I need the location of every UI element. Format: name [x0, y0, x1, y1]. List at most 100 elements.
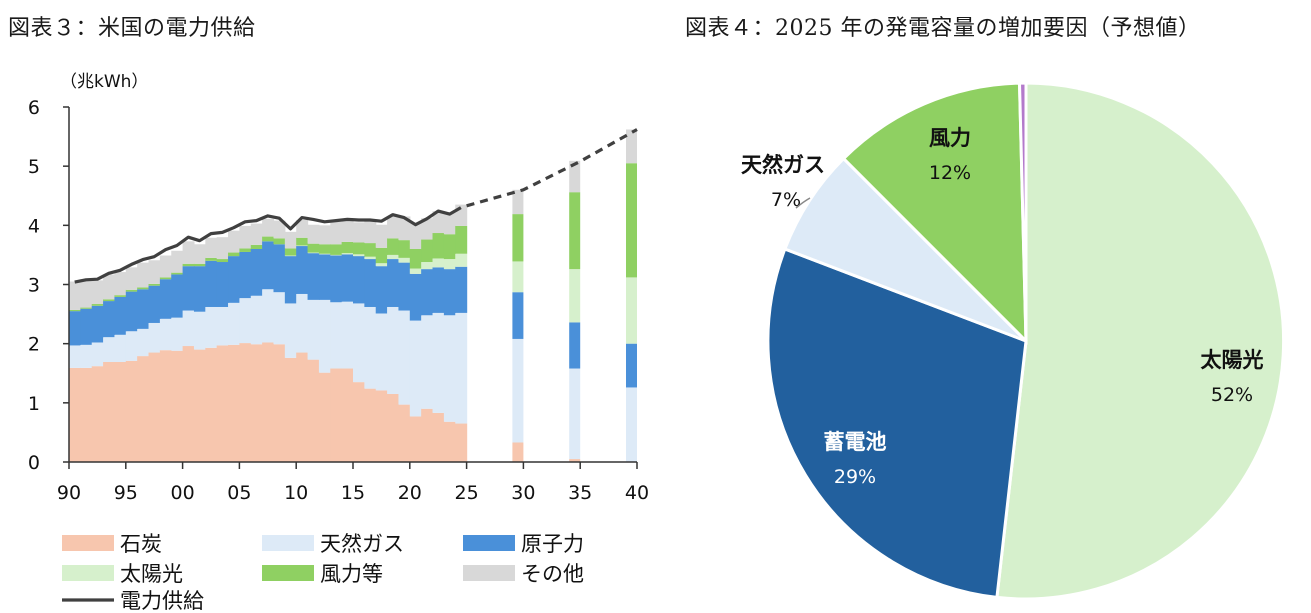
bar-風力等-2021	[421, 239, 434, 263]
bar-石炭-1995	[125, 360, 138, 462]
bar-風力等-1991	[80, 307, 93, 309]
bar-石炭-2020	[409, 416, 422, 462]
bar-石炭-1990	[69, 367, 81, 462]
bar-風力等-1997	[148, 283, 161, 286]
y-tick-label: 6	[28, 97, 40, 119]
stacked-columns	[69, 128, 638, 462]
bar-原子力-2000	[182, 266, 195, 311]
bar-原子力-1996	[137, 289, 150, 329]
bar-石炭-2010	[296, 352, 309, 462]
bar-その他-1990	[69, 281, 81, 310]
bar-石炭-2008	[273, 344, 286, 462]
forecast-bar-その他-2035	[569, 160, 581, 193]
bar-天然ガス-2001	[193, 311, 206, 350]
bar-風力等-2014	[341, 241, 354, 254]
x-tick-label: 95	[114, 482, 138, 504]
legend-label: 原子力	[521, 532, 584, 556]
bar-風力等-1996	[137, 287, 150, 290]
bar-天然ガス-2003	[216, 306, 229, 346]
bar-天然ガス-2004	[228, 302, 240, 345]
bar-原子力-2012	[318, 254, 331, 300]
bar-原子力-2021	[421, 269, 434, 316]
forecast-bar-その他-2040	[626, 129, 637, 164]
pie-labels: 太陽光 52% 蓄電池 29% 天然ガス 7% 風力 12%	[741, 126, 1264, 488]
bar-原子力-2003	[216, 262, 229, 307]
bar-石炭-2013	[330, 368, 343, 462]
legend-swatch	[262, 535, 314, 551]
x-tick-label: 10	[284, 482, 308, 504]
bar-原子力-1990	[69, 311, 81, 346]
bar-太陽光-2020	[409, 268, 422, 274]
bar-太陽光-2018	[387, 254, 400, 260]
bar-天然ガス-1993	[103, 337, 116, 363]
forecast-bar-原子力-2035	[569, 322, 581, 369]
bar-風力等-2007	[262, 236, 275, 242]
bar-石炭-2023	[443, 421, 456, 462]
bar-風力等-1998	[159, 277, 172, 280]
pie-label-天然ガス: 天然ガス	[741, 153, 825, 177]
bar-風力等-2005	[239, 248, 252, 252]
bar-原子力-2022	[432, 267, 445, 313]
bar-原子力-2024	[455, 266, 468, 313]
bar-風力等-2003	[216, 259, 229, 263]
bar-天然ガス-2007	[262, 289, 275, 343]
legend-label: 天然ガス	[320, 532, 404, 556]
bar-原子力-2008	[273, 244, 286, 293]
bar-天然ガス-1999	[171, 317, 184, 351]
x-tick-label: 25	[455, 482, 479, 504]
bar-原子力-2002	[205, 260, 218, 307]
bar-原子力-2023	[443, 269, 456, 316]
x-tick-label: 15	[341, 482, 365, 504]
bar-風力等-2006	[250, 244, 263, 249]
bar-石炭-2024	[455, 423, 468, 462]
bar-その他-2004	[228, 230, 240, 253]
bar-天然ガス-1998	[159, 318, 172, 351]
bar-風力等-2024	[455, 225, 468, 254]
bar-原子力-2005	[239, 251, 252, 299]
bar-天然ガス-2002	[205, 306, 218, 348]
bar-その他-2001	[193, 244, 206, 264]
bar-風力等-2019	[398, 240, 411, 258]
bar-その他-1993	[103, 274, 116, 300]
axes: 0 1 2 3 4 5 6 90 95 00 05 10 15 20 25 30 35 40 （兆kWh）	[28, 72, 649, 504]
bar-風力等-2023	[443, 234, 456, 260]
bar-その他-1995	[125, 267, 138, 290]
pie-slice-蓄電池	[766, 247, 1028, 600]
forecast-bar-風力等-2040	[626, 163, 637, 278]
bar-その他-1992	[91, 280, 104, 305]
bar-その他-1997	[148, 260, 161, 284]
unit-label: （兆kWh）	[60, 72, 148, 92]
bar-石炭-2022	[432, 412, 445, 462]
bar-天然ガス-1991	[80, 344, 93, 368]
bar-石炭-2000	[182, 346, 195, 462]
bar-原子力-2014	[341, 254, 354, 302]
bar-風力等-1993	[103, 299, 116, 302]
legend-label: 太陽光	[120, 562, 183, 586]
pie-slices	[766, 81, 1286, 601]
bar-石炭-2017	[375, 390, 388, 462]
bar-その他-2019	[398, 216, 411, 241]
bar-その他-2008	[273, 220, 286, 239]
forecast-bar-天然ガス-2035	[569, 368, 581, 460]
bar-その他-2022	[432, 211, 445, 234]
bar-原子力-1997	[148, 285, 161, 323]
pie-pct-蓄電池: 29%	[834, 466, 876, 488]
bar-天然ガス-2005	[239, 298, 252, 344]
pie-slice-その他	[1017, 81, 1028, 342]
legend-label: 石炭	[120, 532, 162, 556]
bar-原子力-1995	[125, 291, 138, 332]
bar-風力等-1994	[114, 295, 127, 297]
legend-swatch	[62, 565, 114, 581]
bar-天然ガス-2009	[284, 303, 297, 358]
bar-石炭-2014	[341, 368, 354, 462]
bar-その他-2006	[250, 223, 263, 245]
bar-天然ガス-2022	[432, 312, 445, 413]
bar-太陽光-2014	[341, 253, 354, 255]
bar-その他-2000	[182, 241, 195, 264]
bar-天然ガス-2000	[182, 310, 195, 347]
supply-line	[74, 206, 462, 284]
bar-風力等-2011	[307, 243, 320, 253]
pie-pct-天然ガス: 7%	[771, 189, 801, 211]
bar-太陽光-2017	[375, 263, 388, 267]
bar-天然ガス-2011	[307, 299, 320, 360]
